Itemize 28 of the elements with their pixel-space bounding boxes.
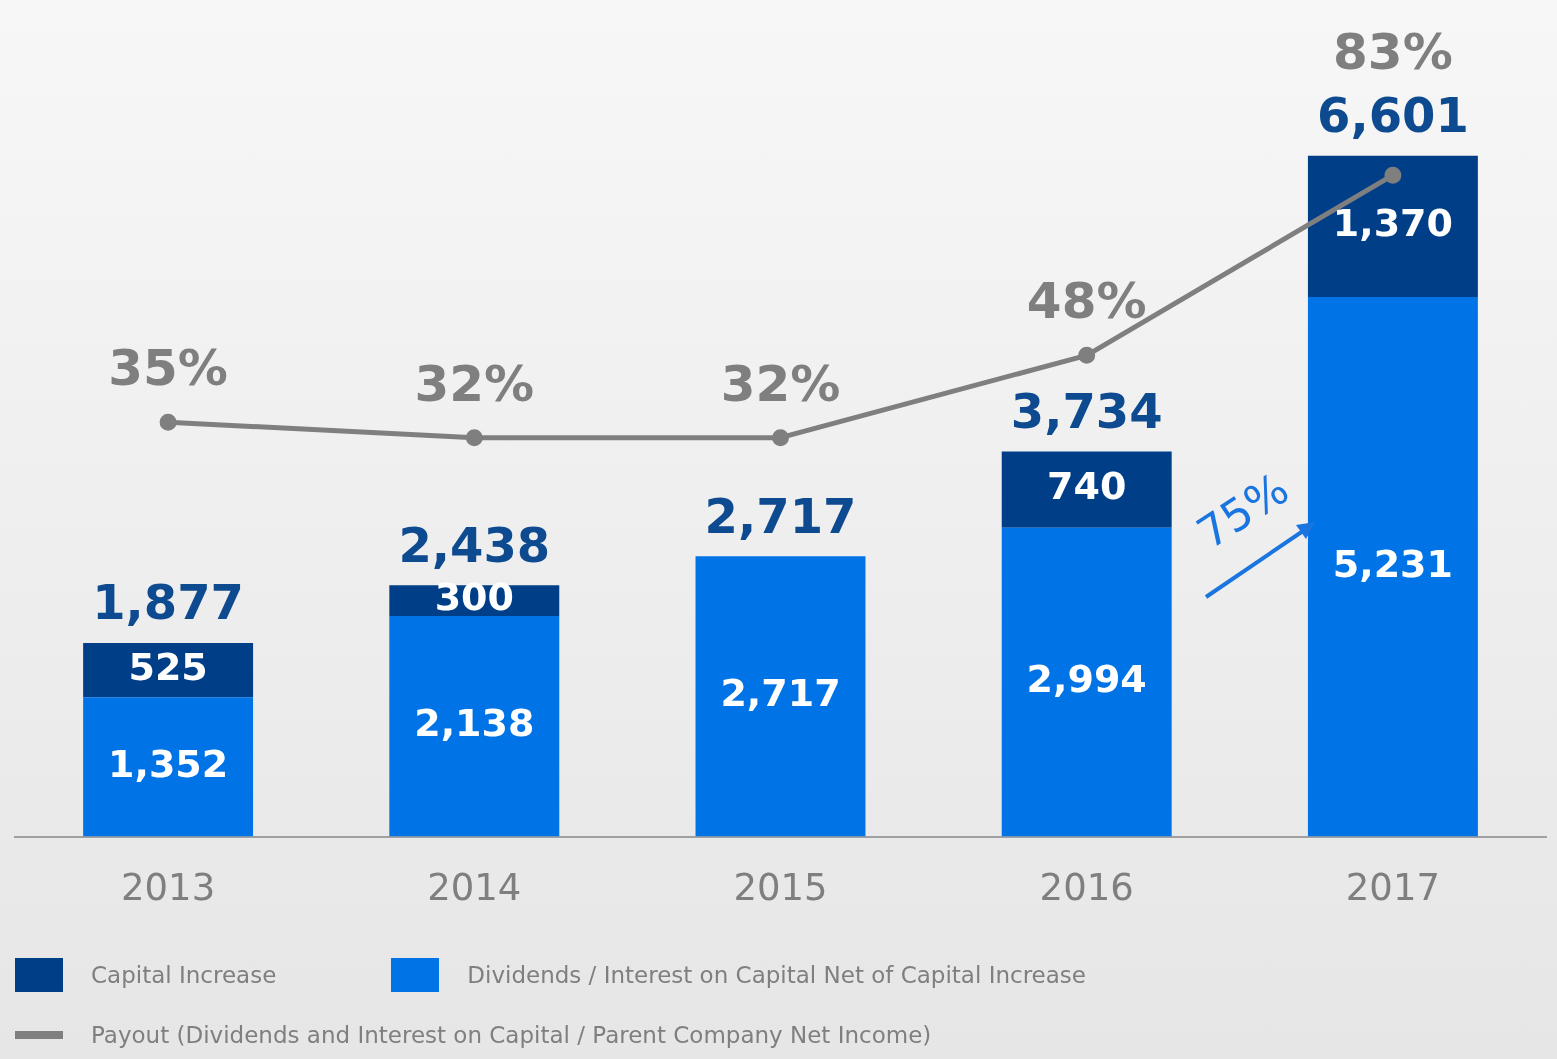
x-tick-label: 2016 [1039, 866, 1134, 910]
data-label: 2,994 [1026, 657, 1147, 702]
data-label: 32% [414, 354, 535, 413]
data-label: 1,370 [1332, 201, 1453, 246]
data-label: 1,352 [108, 741, 229, 786]
data-label: 525 [128, 644, 208, 689]
data-label: 2,138 [414, 701, 535, 746]
data-label: 35% [108, 339, 228, 398]
data-label: 5,231 [1332, 541, 1453, 586]
x-tick-label: 2017 [1345, 866, 1440, 910]
x-tick-label: 2014 [427, 866, 522, 910]
legend-label: Dividends / Interest on Capital Net of Capital Increase [467, 962, 1086, 988]
x-tick-label: 2013 [121, 866, 216, 910]
total-label: 2,438 [398, 516, 551, 573]
data-label: 2,717 [720, 671, 841, 716]
legend-label: Capital Increase [91, 962, 277, 988]
legend-label: Payout (Dividends and Interest on Capital / Parent Company Net Income) [91, 1022, 932, 1048]
total-label: 3,734 [1010, 382, 1163, 439]
total-label: 6,601 [1316, 87, 1469, 144]
data-label: 48% [1026, 272, 1147, 331]
data-label: 300 [434, 575, 514, 620]
total-label: 1,877 [92, 574, 245, 631]
annotation: 75% [1187, 462, 1298, 559]
data-label: 83% [1333, 22, 1453, 81]
x-tick-label: 2015 [733, 866, 828, 910]
data-label: 32% [720, 354, 841, 413]
data-label: 740 [1047, 464, 1127, 509]
total-label: 2,717 [704, 487, 857, 544]
